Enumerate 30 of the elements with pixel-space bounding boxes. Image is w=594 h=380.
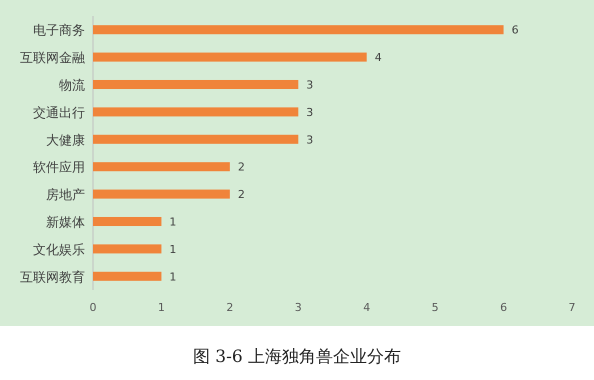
y-tick-label: 交通出行 [33, 104, 85, 121]
data-label: 1 [169, 242, 176, 256]
y-tick-label: 互联网教育 [20, 269, 85, 286]
data-label: 6 [512, 24, 519, 37]
plot: 0 1 2 3 4 5 6 7 6 4 3 3 3 2 2 1 1 1 电子商务 互联网金融 物流 交通出行 大健康 软件应用 房地产 新媒体 文化娱乐 互联网教育 [20, 16, 576, 314]
y-tick-label: 物流 [59, 78, 85, 94]
y-tick-label: 互联网金融 [20, 51, 85, 66]
x-tick-label: 5 [432, 301, 439, 314]
y-tick-label: 文化娱乐 [33, 242, 85, 258]
data-label: 3 [306, 106, 314, 119]
text: 图 3-6 上海独角兽企业分布 [192, 347, 402, 367]
x-tick-label: 4 [363, 301, 370, 314]
data-label: 4 [374, 51, 382, 64]
data-label: 2 [238, 188, 245, 202]
x-tick-label: 0 [90, 301, 96, 314]
data-label: 1 [169, 216, 176, 228]
y-tick-label: 新媒体 [46, 216, 85, 230]
x-tick-label: 6 [500, 301, 508, 314]
x-tick-label: 1 [158, 301, 165, 314]
x-tick-label: 2 [226, 301, 234, 314]
y-tick-label: 大健康 [46, 133, 85, 148]
data-label: 3 [306, 78, 314, 92]
data-label: 2 [238, 160, 245, 174]
y-tick-label: 软件应用 [33, 160, 85, 176]
data-label: 3 [306, 133, 314, 146]
data-label: 1 [169, 270, 176, 284]
y-tick-label: 电子商务 [33, 24, 85, 39]
x-tick-label: 3 [294, 301, 302, 314]
x-tick-label: 7 [568, 301, 576, 314]
y-tick-label: 房地产 [46, 187, 85, 204]
